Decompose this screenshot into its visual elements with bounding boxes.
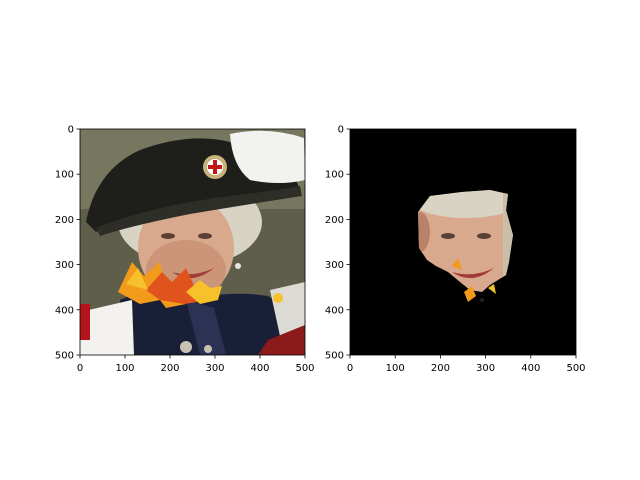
axes-left-frame	[79, 128, 306, 356]
xtick-label-left: 500	[295, 363, 314, 374]
xtick-label-left: 400	[250, 363, 269, 374]
xtick-label-left: 300	[205, 363, 224, 374]
ytick-label-right: 500	[325, 351, 344, 362]
ytick-label-right: 0	[338, 125, 344, 136]
ytick-label-left: 200	[55, 215, 74, 226]
photo-image	[80, 129, 305, 355]
ytick-label-left: 0	[68, 125, 74, 136]
ytick-label-right: 400	[325, 305, 344, 316]
xtick-label-left: 100	[115, 363, 134, 374]
xtick-label-left: 0	[77, 363, 83, 374]
xtick-label-right: 500	[566, 363, 585, 374]
ytick-label-right: 100	[325, 170, 344, 181]
masked-photo-image	[350, 129, 576, 355]
ytick-label-left: 300	[55, 260, 74, 271]
ytick-label-left: 100	[55, 170, 74, 181]
xtick-label-right: 300	[476, 363, 495, 374]
xtick-label-left: 200	[160, 363, 179, 374]
axes-right-frame	[349, 128, 577, 356]
ytick-label-left: 400	[55, 305, 74, 316]
ytick-label-right: 300	[325, 260, 344, 271]
ytick-label-right: 200	[325, 215, 344, 226]
xtick-label-right: 200	[431, 363, 450, 374]
xtick-label-right: 100	[386, 363, 405, 374]
xtick-label-right: 0	[347, 363, 353, 374]
xtick-label-right: 400	[521, 363, 540, 374]
ytick-label-left: 500	[55, 351, 74, 362]
